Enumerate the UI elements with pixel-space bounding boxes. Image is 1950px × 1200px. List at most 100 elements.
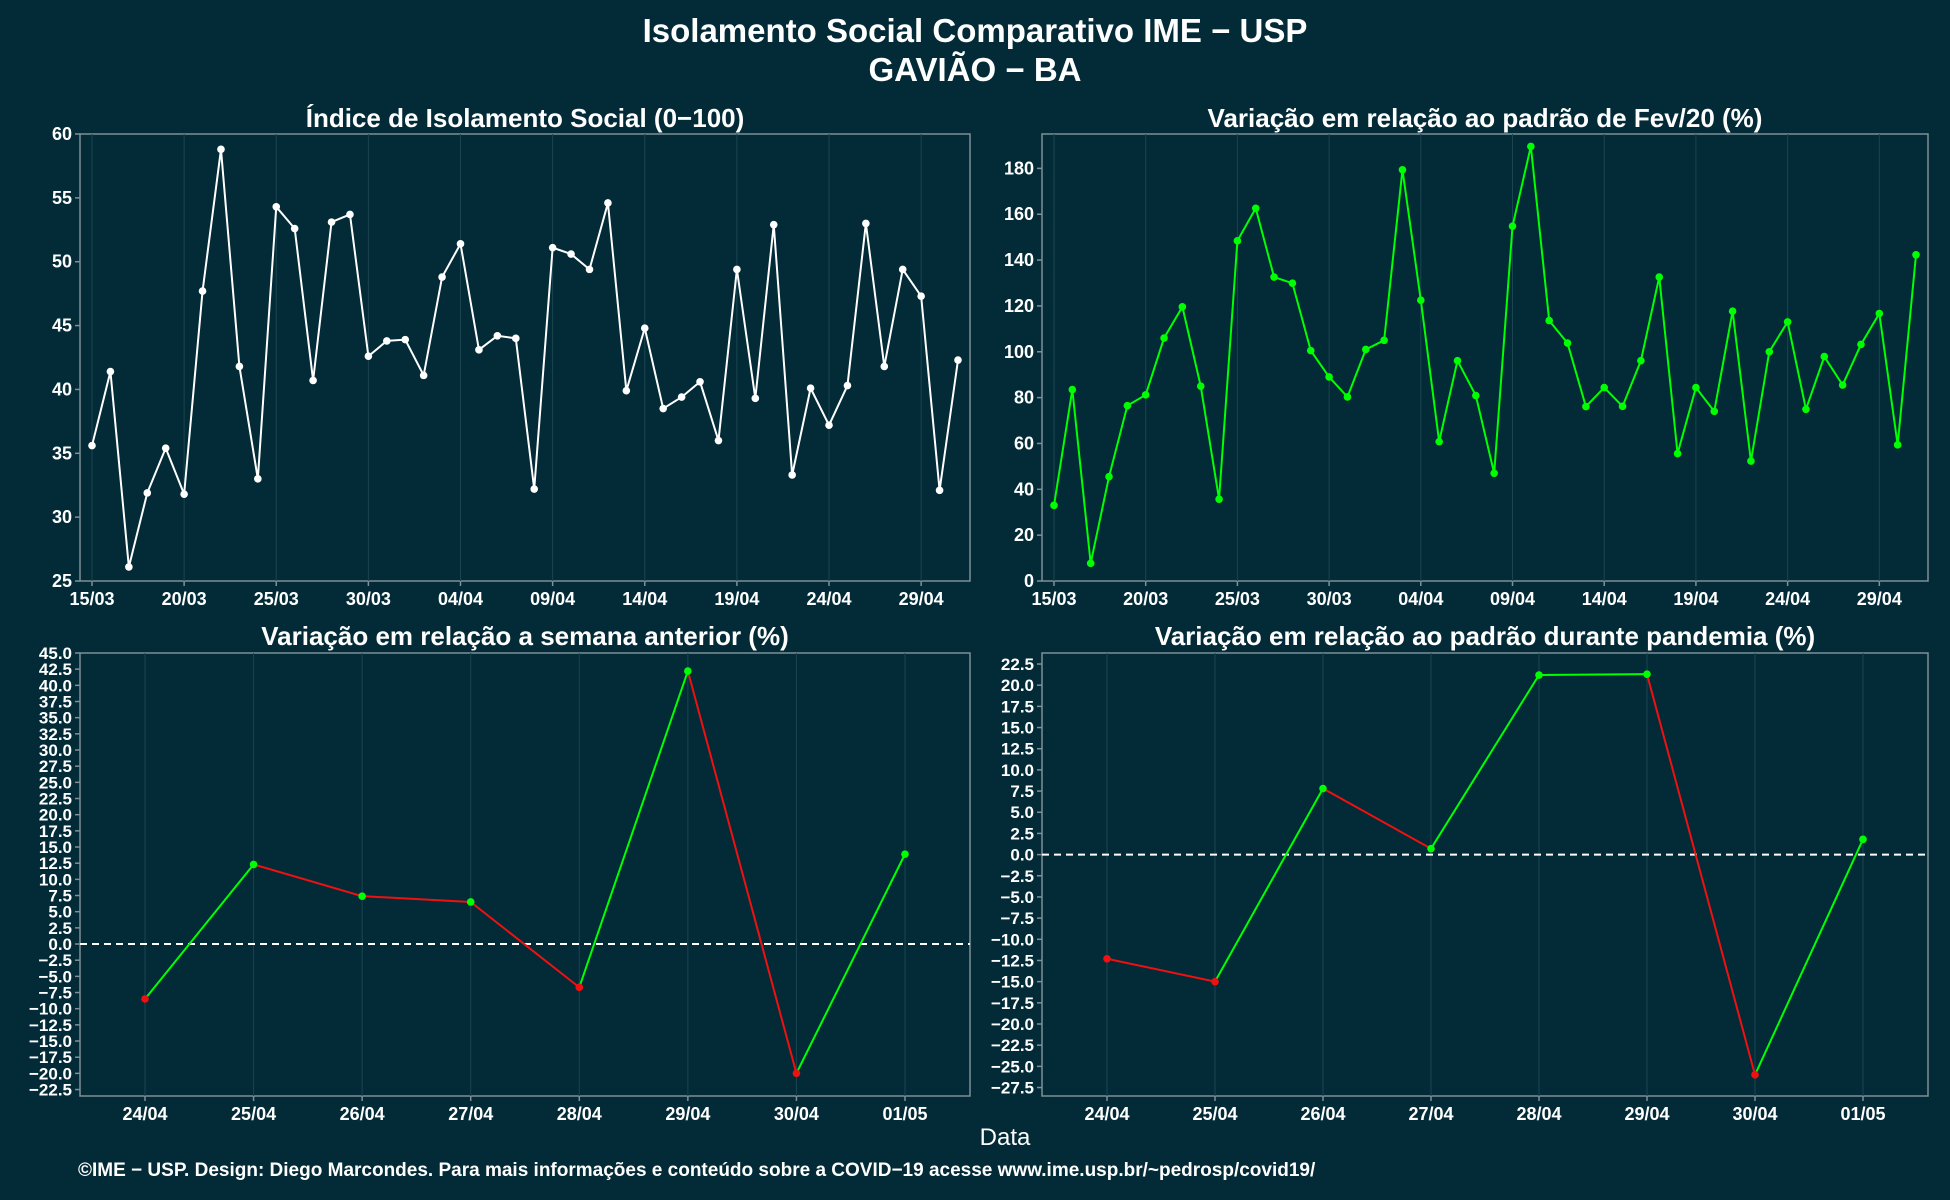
x-tick-label: 24/04 bbox=[1765, 589, 1810, 609]
data-point bbox=[733, 265, 741, 274]
plot-frame bbox=[79, 133, 971, 582]
y-tick-label: 2.5 bbox=[48, 919, 72, 938]
data-point bbox=[364, 352, 373, 361]
y-tick-label: 120 bbox=[1004, 296, 1034, 316]
data-point bbox=[1196, 382, 1205, 390]
data-point bbox=[511, 334, 520, 343]
data-point bbox=[1233, 237, 1242, 245]
data-point bbox=[898, 265, 907, 274]
y-tick-label: 17.5 bbox=[39, 822, 72, 841]
x-tick-label: 25/03 bbox=[254, 589, 299, 609]
data-point bbox=[1306, 346, 1315, 355]
data-point bbox=[1086, 559, 1095, 568]
x-tick-label: 15/03 bbox=[1031, 589, 1076, 609]
data-point bbox=[327, 218, 336, 226]
y-tick-label: 55 bbox=[52, 188, 72, 208]
x-tick-label: 14/04 bbox=[622, 589, 667, 609]
y-tick-label: −5.0 bbox=[38, 967, 72, 986]
x-tick-label: 15/03 bbox=[69, 589, 114, 609]
x-tick-label: 30/04 bbox=[1732, 1104, 1777, 1124]
data-point bbox=[198, 287, 207, 295]
series-segment bbox=[144, 863, 255, 1000]
x-tick-label: 19/04 bbox=[714, 589, 759, 609]
x-tick-label: 01/05 bbox=[1840, 1104, 1885, 1124]
data-point bbox=[714, 436, 723, 445]
x-tick-label: 26/04 bbox=[340, 1104, 385, 1124]
data-point bbox=[862, 219, 870, 228]
y-tick-label: −15.0 bbox=[991, 973, 1034, 992]
data-point bbox=[1673, 449, 1682, 458]
x-tick-label: 29/04 bbox=[1857, 589, 1902, 609]
data-point bbox=[125, 563, 133, 571]
data-point bbox=[1751, 1071, 1759, 1079]
y-tick-label: 80 bbox=[1014, 388, 1034, 408]
x-tick-label: 20/03 bbox=[162, 589, 207, 609]
data-point bbox=[935, 486, 944, 495]
data-point bbox=[456, 240, 465, 248]
data-point bbox=[1453, 356, 1462, 365]
data-point bbox=[622, 386, 631, 395]
data-point bbox=[1508, 222, 1517, 230]
y-tick-label: 10.0 bbox=[1001, 761, 1034, 780]
x-tick-label: 14/04 bbox=[1582, 589, 1627, 609]
y-tick-label: 42.5 bbox=[39, 660, 72, 679]
y-tick-label: 40 bbox=[52, 379, 72, 399]
panel-title: Variação em relação ao padrão de Fev/20 … bbox=[1208, 103, 1763, 133]
data-point bbox=[1490, 469, 1498, 478]
series-segment bbox=[362, 895, 471, 903]
data-point bbox=[1123, 401, 1132, 410]
y-tick-label: 30 bbox=[52, 507, 72, 527]
data-point bbox=[1398, 165, 1407, 174]
y-tick-label: 0 bbox=[1024, 571, 1034, 591]
series-segment bbox=[1106, 957, 1216, 983]
data-point bbox=[788, 471, 796, 479]
data-point bbox=[1582, 402, 1590, 411]
y-tick-label: −10.0 bbox=[29, 1000, 72, 1019]
x-tick-label: 28/04 bbox=[1516, 1104, 1561, 1124]
y-tick-label: 40 bbox=[1014, 479, 1034, 499]
data-point bbox=[792, 1069, 801, 1078]
main-title: Isolamento Social Comparativo IME − USP bbox=[643, 12, 1308, 49]
data-point bbox=[272, 202, 281, 211]
x-tick-label: 25/03 bbox=[1215, 589, 1260, 609]
data-point bbox=[1160, 334, 1168, 342]
series-segment bbox=[253, 863, 363, 898]
series-segment bbox=[686, 670, 798, 1074]
chart-panel-indice: Índice de Isolamento Social (0−100) 15/03… bbox=[52, 103, 971, 609]
data-point bbox=[806, 384, 815, 392]
data-point bbox=[1319, 784, 1327, 793]
data-point bbox=[1050, 501, 1058, 510]
series-segment bbox=[1646, 673, 1756, 1076]
data-point bbox=[1527, 142, 1535, 151]
data-point bbox=[235, 362, 244, 371]
data-point bbox=[575, 983, 584, 992]
chart-panel-semana: Variação em relação a semana anterior (%… bbox=[29, 621, 971, 1124]
data-point bbox=[475, 346, 483, 354]
data-point bbox=[1361, 345, 1370, 354]
x-tick-label: 29/04 bbox=[665, 1104, 710, 1124]
series-segment bbox=[795, 853, 906, 1074]
data-point bbox=[1859, 835, 1867, 844]
y-tick-label: 60 bbox=[1014, 433, 1034, 453]
data-point bbox=[1838, 381, 1847, 389]
data-point bbox=[1618, 402, 1627, 411]
data-point bbox=[1535, 671, 1543, 679]
data-point bbox=[1655, 273, 1664, 281]
y-tick-label: −20.0 bbox=[29, 1064, 72, 1083]
data-point bbox=[769, 220, 778, 229]
data-point bbox=[161, 444, 170, 452]
panel-title: Índice de Isolamento Social (0−100) bbox=[306, 103, 745, 133]
y-tick-label: 30.0 bbox=[39, 741, 72, 760]
y-tick-label: 180 bbox=[1004, 158, 1034, 178]
data-point bbox=[1802, 405, 1810, 414]
data-point bbox=[1637, 356, 1645, 365]
data-point bbox=[1710, 407, 1719, 416]
y-tick-label: 35 bbox=[52, 443, 72, 463]
x-tick-label: 29/04 bbox=[1624, 1104, 1669, 1124]
x-tick-label: 24/04 bbox=[1084, 1104, 1129, 1124]
y-tick-label: 7.5 bbox=[48, 887, 72, 906]
plot-frame bbox=[79, 652, 971, 1097]
y-tick-label: −22.5 bbox=[29, 1081, 72, 1100]
data-point bbox=[1380, 336, 1388, 345]
